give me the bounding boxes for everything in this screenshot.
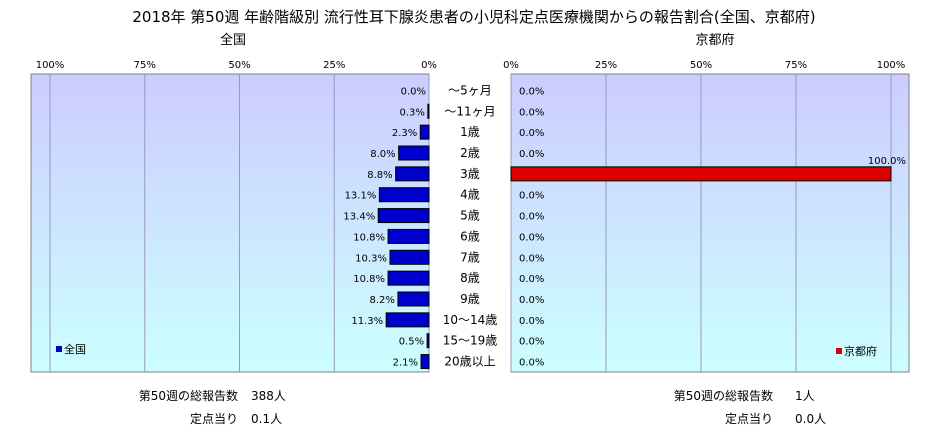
kyoto-tick-label: 50% (690, 60, 712, 71)
kyoto-tick-label: 0% (503, 60, 519, 71)
kyoto-data-label: 0.0% (519, 191, 544, 202)
national-data-label: 0.0% (401, 86, 426, 97)
national-data-label: 0.5% (399, 337, 424, 348)
kyoto-plot-area (510, 73, 910, 373)
kyoto-legend-label: 京都府 (844, 344, 877, 358)
national-data-label: 13.4% (343, 212, 375, 223)
national-bar (378, 187, 430, 203)
national-data-label: 2.1% (393, 358, 418, 369)
kyoto-tick-label: 100% (877, 60, 906, 71)
kyoto-data-label: 0.0% (519, 253, 544, 264)
national-bar (420, 354, 430, 370)
age-category-label: 8歳 (460, 271, 480, 285)
kyoto-data-label: 0.0% (519, 86, 544, 97)
national-data-label: 11.3% (351, 316, 383, 327)
national-tick-label: 100% (36, 60, 65, 71)
chart-title: 2018年 第50週 年齢階級別 流行性耳下腺炎患者の小児科定点医療機関からの報… (132, 8, 815, 26)
kyoto-per-label: 定点当り (725, 411, 773, 426)
kyoto-data-label: 0.0% (519, 232, 544, 243)
kyoto-data-label: 0.0% (519, 149, 544, 160)
age-category-label: 7歳 (460, 250, 480, 264)
national-total-label: 第50週の総報告数 (139, 388, 238, 403)
kyoto-total-label: 第50週の総報告数 (674, 388, 773, 403)
age-category-label: 4歳 (460, 188, 480, 202)
kyoto-data-label: 0.0% (519, 107, 544, 118)
national-plot-area (30, 73, 430, 373)
national-tick-label: 0% (421, 60, 437, 71)
kyoto-data-label: 0.0% (519, 358, 544, 369)
national-bar (377, 208, 430, 224)
age-category-label: 10～14歳 (443, 313, 498, 327)
national-data-label: 0.3% (399, 107, 424, 118)
kyoto-data-label: 0.0% (519, 337, 544, 348)
kyoto-total-value: 1人 (795, 389, 815, 403)
national-data-label: 8.2% (370, 295, 395, 306)
kyoto-legend-swatch (836, 348, 842, 354)
national-per-label: 定点当り (190, 411, 238, 426)
kyoto-per-value: 0.0人 (795, 412, 826, 426)
national-bar (385, 312, 430, 328)
age-category-label: 1歳 (460, 125, 480, 139)
national-per-value: 0.1人 (251, 412, 282, 426)
national-tick-label: 25% (323, 60, 345, 71)
national-data-label: 8.0% (370, 149, 395, 160)
national-bar (398, 145, 430, 161)
national-bar (427, 103, 430, 119)
kyoto-data-label: 100.0% (868, 156, 906, 167)
age-category-label: 2歳 (460, 146, 480, 160)
age-category-label: 6歳 (460, 229, 480, 243)
national-legend-swatch (56, 346, 62, 352)
age-category-label: 3歳 (460, 167, 480, 181)
age-category-label: 15～19歳 (443, 334, 498, 348)
national-data-label: 10.8% (353, 274, 385, 285)
national-bar (419, 124, 430, 140)
kyoto-data-label: 0.0% (519, 316, 544, 327)
kyoto-bar (510, 166, 892, 182)
national-data-label: 10.3% (355, 253, 387, 264)
national-panel-title: 全国 (220, 32, 246, 48)
kyoto-panel-title: 京都府 (695, 33, 734, 48)
national-tick-label: 50% (228, 60, 250, 71)
national-legend-label: 全国 (64, 342, 86, 356)
national-bar (387, 228, 430, 244)
kyoto-data-label: 0.0% (519, 212, 544, 223)
national-bar (387, 270, 430, 286)
national-data-label: 8.8% (367, 170, 392, 181)
kyoto-data-label: 0.0% (519, 295, 544, 306)
national-bar (395, 166, 430, 182)
national-tick-label: 75% (134, 60, 156, 71)
age-category-label: 5歳 (460, 209, 480, 223)
kyoto-tick-label: 75% (785, 60, 807, 71)
national-data-label: 13.1% (345, 191, 377, 202)
national-bar (426, 333, 430, 349)
age-category-label: ～5ヶ月 (448, 83, 492, 97)
national-total-value: 388人 (251, 389, 286, 403)
kyoto-data-label: 0.0% (519, 128, 544, 139)
national-bar (389, 249, 430, 265)
age-category-label: 9歳 (460, 292, 480, 306)
age-category-label: 20歳以上 (444, 355, 495, 369)
national-data-label: 2.3% (392, 128, 417, 139)
national-bar (397, 291, 430, 307)
kyoto-data-label: 0.0% (519, 274, 544, 285)
kyoto-tick-label: 25% (595, 60, 617, 71)
national-data-label: 10.8% (353, 232, 385, 243)
age-category-label: ～11ヶ月 (444, 104, 495, 118)
